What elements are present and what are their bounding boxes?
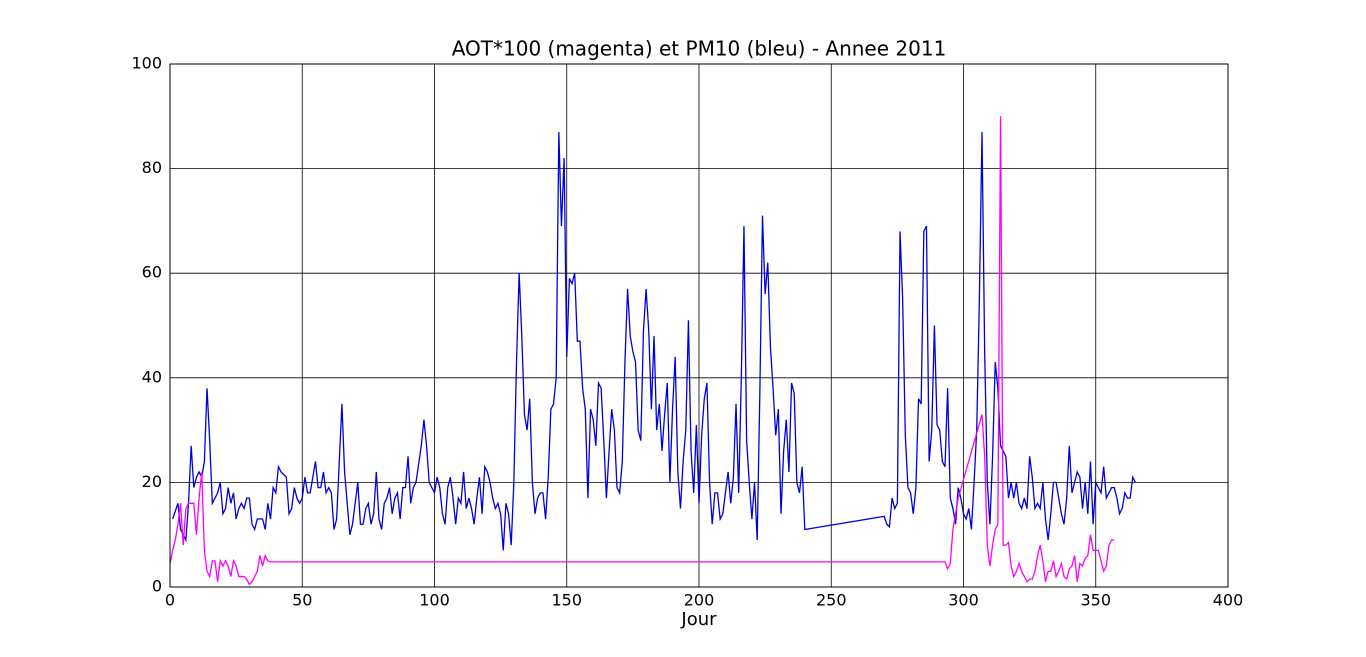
x-tick-label: 250 [816, 591, 847, 610]
x-tick-label: 300 [948, 591, 979, 610]
x-tick-label: 50 [292, 591, 312, 610]
y-tick-label: 100 [131, 54, 162, 73]
y-tick-label: 80 [142, 158, 162, 177]
x-tick-label: 350 [1080, 591, 1111, 610]
plot-frame [169, 63, 1229, 588]
data-line [169, 116, 1115, 586]
data-line [172, 131, 1137, 551]
y-tick-label: 20 [142, 472, 162, 491]
y-tick-label: 40 [142, 367, 162, 386]
x-tick-label: 400 [1213, 591, 1244, 610]
y-tick-label: 60 [142, 263, 162, 282]
x-tick-label: 0 [165, 591, 175, 610]
y-tick-label: 0 [152, 577, 162, 596]
x-tick-label: 200 [684, 591, 715, 610]
x-tick-label: 100 [419, 591, 450, 610]
x-tick-label: 150 [551, 591, 582, 610]
chart-title: AOT*100 (magenta) et PM10 (bleu) - Annee… [452, 37, 947, 61]
x-axis-label: Jour [680, 609, 717, 630]
